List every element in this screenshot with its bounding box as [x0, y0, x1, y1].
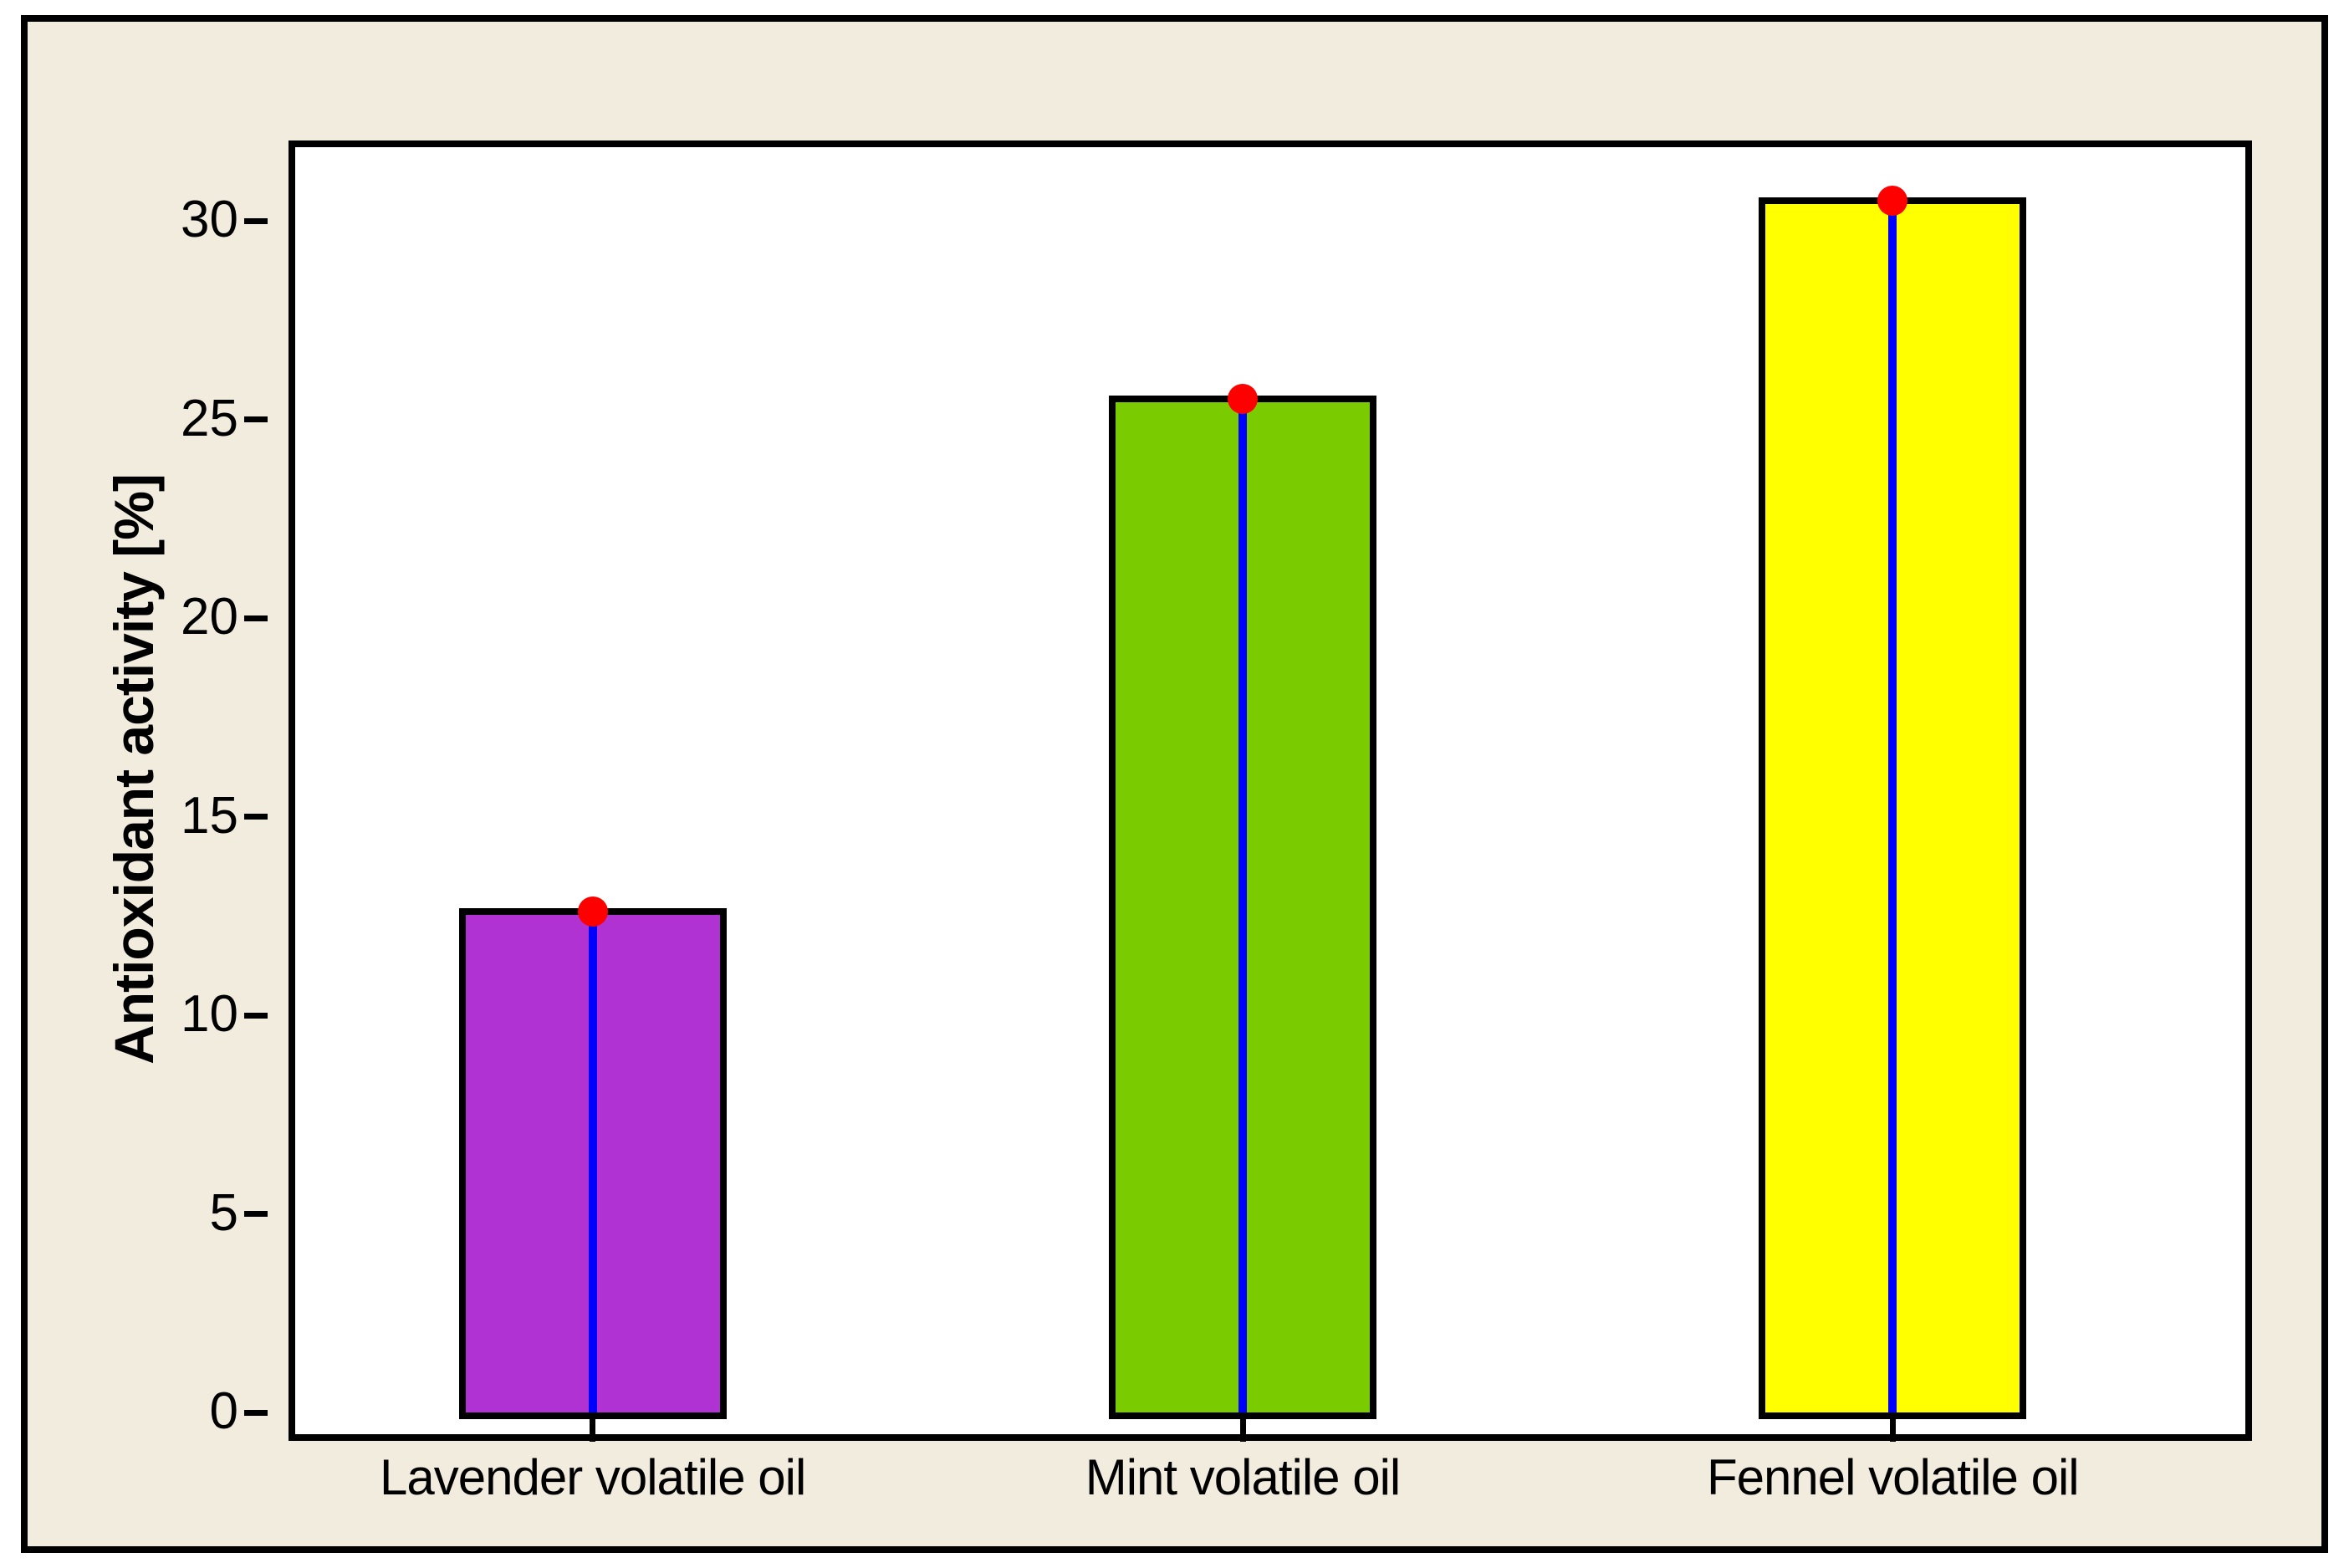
- y-tick: [244, 615, 268, 621]
- bar-stem: [1888, 203, 1897, 1412]
- y-tick: [244, 1012, 268, 1019]
- y-tick-label: 0: [209, 1382, 238, 1440]
- bar-stem: [1238, 402, 1247, 1412]
- y-tick: [244, 1211, 268, 1217]
- y-tick: [244, 1409, 268, 1416]
- bar-value-dot: [1877, 185, 1908, 216]
- y-tick-label: 10: [181, 984, 238, 1043]
- y-tick: [244, 217, 268, 224]
- x-category-label-lavender-volatile-oil: Lavender volatile oil: [379, 1449, 806, 1505]
- bar-value-dot: [577, 896, 608, 927]
- x-tick: [1889, 1419, 1896, 1442]
- x-tick: [590, 1419, 596, 1442]
- x-tick: [1239, 1419, 1246, 1442]
- bar-value-dot: [1228, 384, 1258, 414]
- x-category-label-mint-volatile-oil: Mint volatile oil: [1085, 1449, 1401, 1505]
- y-tick: [244, 416, 268, 422]
- y-tick-label: 15: [181, 786, 238, 845]
- y-tick-label: 30: [181, 190, 238, 248]
- y-tick-label: 5: [209, 1183, 238, 1242]
- y-tick-label: 25: [181, 389, 238, 447]
- y-tick: [244, 814, 268, 820]
- x-category-label-fennel-volatile-oil: Fennel volatile oil: [1707, 1449, 2080, 1505]
- bar-stem: [588, 914, 597, 1412]
- y-tick-label: 20: [181, 587, 238, 646]
